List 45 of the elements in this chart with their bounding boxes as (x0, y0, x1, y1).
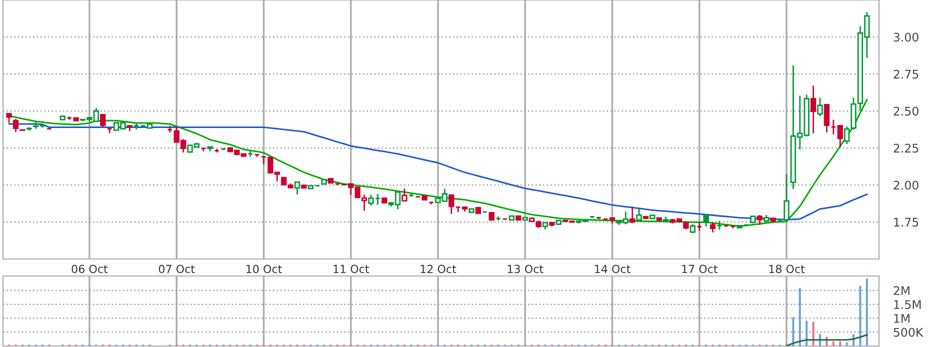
x-tick-label: 06 Oct (72, 264, 108, 274)
y-tick-label: 2.25 (894, 144, 918, 153)
x-tick-label: 14 Oct (595, 264, 630, 274)
candlestick (100, 114, 106, 128)
y-tick-label: 1.5M (894, 300, 921, 309)
x-tick-label: 07 Oct (158, 264, 195, 274)
x-tick-label: 18 Oct (769, 264, 805, 274)
candlestick (294, 181, 300, 196)
x-tick-label: 11 Oct (334, 264, 370, 274)
bar (832, 341, 834, 346)
candlestick (630, 206, 636, 224)
candlestick (810, 84, 816, 134)
candlestick (824, 104, 830, 134)
bar (839, 341, 842, 346)
y-tick-label: 2.75 (894, 70, 918, 79)
candlestick (837, 124, 843, 148)
bar (806, 320, 808, 346)
y-tick-label: 500K (894, 328, 924, 337)
x-tick-label: 10 Oct (246, 264, 282, 274)
candlestick (448, 194, 454, 215)
x-tick-label: 13 Oct (508, 264, 544, 274)
y-tick-label: 2.00 (894, 180, 918, 190)
y-tick-label: 2M (894, 286, 910, 295)
bar (792, 317, 794, 346)
candlestick (12, 118, 19, 133)
candlestick (710, 222, 716, 234)
y-tick-label: 1.75 (894, 218, 918, 227)
candlestick (703, 214, 709, 228)
x-tick-label: 17 Oct (682, 264, 718, 274)
y-tick-label: 2.50 (894, 106, 918, 116)
bar (798, 288, 801, 346)
x-tick-label: 12 Oct (420, 264, 456, 274)
candlestick (636, 206, 642, 222)
y-tick-label: 3.00 (894, 32, 918, 42)
bar (859, 286, 862, 346)
candlestick (844, 126, 850, 145)
candlestick (756, 214, 763, 226)
line-series (786, 334, 868, 346)
bar (866, 278, 868, 346)
candlestick (784, 174, 790, 222)
candlestick (6, 112, 12, 124)
bar (812, 322, 814, 346)
candlestick (817, 96, 823, 118)
bar (846, 342, 848, 346)
y-tick-label: 1M (894, 314, 910, 323)
